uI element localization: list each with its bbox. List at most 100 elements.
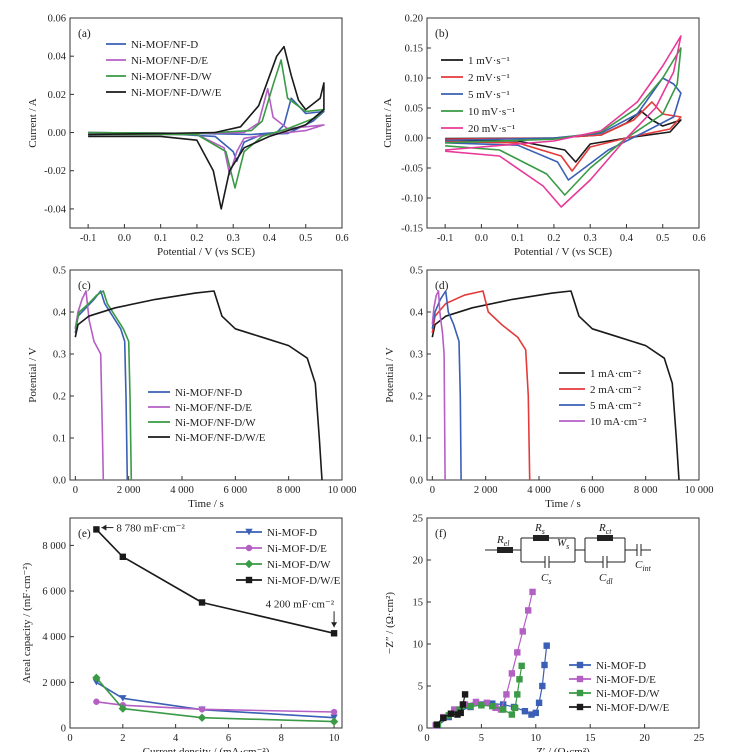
data-point (543, 642, 550, 649)
data-point (519, 628, 526, 635)
y-tick-label: 6 000 (42, 587, 66, 598)
data-point (503, 691, 510, 698)
data-point (483, 699, 491, 706)
legend-marker (576, 675, 584, 683)
plot-frame-d (426, 269, 700, 481)
y-tick-label: 0.02 (48, 90, 66, 101)
legend-entry: Ni-MOF-D/E (267, 543, 327, 555)
series-line (88, 87, 325, 176)
y-tick-label: 2 000 (42, 678, 66, 689)
x-axis-label: Time / s (545, 498, 581, 510)
y-tick-label: 8 000 (42, 541, 66, 552)
x-tick-label: 0.6 (335, 233, 348, 244)
y-axis-label: Potential / V (384, 347, 396, 402)
x-tick-label: 15 (585, 733, 596, 744)
y-tick-label: 0.3 (410, 350, 423, 361)
y-tick-label: 0.0 (410, 476, 423, 487)
data-point (472, 698, 480, 706)
x-axis-label: Current density / (mA·cm⁻²) (143, 746, 270, 752)
y-tick-label: -0.02 (44, 166, 66, 177)
data-point (433, 721, 440, 728)
legend-entry: Ni-MOF/NF-D/W/E (131, 87, 222, 99)
panel-e: 0 2 4 6 8 10 0 2 000 4 000 6 000 8 000 Current dens… (21, 517, 343, 752)
y-tick-label: 5 (418, 682, 423, 693)
legend-marker (244, 559, 254, 569)
y-tick-label: 0.5 (53, 266, 66, 277)
series-line (74, 290, 323, 481)
legend-entry: Ni-MOF/NF-D/W (131, 71, 212, 83)
data-point (518, 662, 525, 670)
data-point (93, 698, 100, 705)
legend-entry: Ni-MOF-D/W/E (596, 702, 670, 714)
x-tick-label: 8 (279, 733, 284, 744)
legend-entry: Ni-MOF-D (267, 527, 317, 539)
series-line (431, 290, 531, 481)
y-tick-label: 0.3 (53, 350, 66, 361)
legend-entry: 2 mA·cm⁻² (590, 384, 642, 396)
legend-marker (576, 661, 584, 669)
y-tick-label: 20 (413, 556, 424, 567)
data-point (516, 676, 523, 683)
y-tick-label: 0.1 (53, 434, 66, 445)
data-point (451, 706, 458, 713)
x-tick-label: 4 (173, 733, 179, 744)
series-line (88, 45, 325, 210)
x-tick-label: 10 (531, 733, 542, 744)
legend-entry: Ni-MOF/NF-D/W/E (175, 432, 266, 444)
x-tick-label: 0.5 (656, 233, 669, 244)
panel-d: 0 2 000 4 000 6 000 8 000 10 000 0.0 0.1 0.2 0.3 0… (384, 266, 713, 511)
x-tick-label: 0 (430, 485, 435, 496)
series-line (95, 677, 335, 723)
data-point (330, 708, 338, 716)
y-tick-label: 0.2 (53, 392, 66, 403)
data-point (529, 588, 536, 596)
x-tick-label: 20 (639, 733, 650, 744)
data-point (330, 630, 338, 637)
y-tick-label: 0.2 (410, 392, 423, 403)
x-tick-label: 0 (67, 733, 72, 744)
annotation-arrowhead (331, 622, 338, 628)
label-cdl: Cdl (599, 572, 613, 586)
label-rct: Rct (598, 522, 612, 536)
legend-entry: Ni-MOF-D/W (267, 559, 331, 571)
y-tick-label: -0.15 (401, 224, 423, 235)
series-line (95, 528, 335, 635)
x-tick-label: 0.1 (511, 233, 524, 244)
x-axis-label: Potential / V (vs SCE) (157, 246, 255, 258)
x-tick-label: 0.5 (299, 233, 312, 244)
resistor-rct (597, 535, 613, 541)
data-point (521, 708, 529, 715)
y-tick-label: 10 (413, 640, 424, 651)
y-tick-label: -0.10 (401, 194, 423, 205)
x-tick-label: 0.0 (118, 233, 131, 244)
series-line (95, 681, 335, 719)
x-tick-label: 4 000 (170, 485, 194, 496)
legend-entry: Ni-MOF-D/W/E (267, 575, 341, 587)
legend-entry: Ni-MOF/NF-D (175, 387, 242, 399)
x-tick-label: 4 000 (527, 485, 551, 496)
legend-marker (245, 528, 253, 536)
legend-entry: 10 mA·cm⁻² (590, 416, 647, 428)
legend-marker (576, 689, 584, 697)
data-point (532, 709, 539, 717)
y-tick-label: 0 (61, 724, 66, 735)
panel-b: -0.1 0.0 0.1 0.2 0.3 0.4 0.5 0.6 -0.15 -0.10 -0.05… (382, 14, 706, 259)
legend-entry: Ni-MOF/NF-D (131, 39, 198, 51)
y-tick-label: 0.20 (405, 14, 423, 25)
series-line (96, 701, 335, 713)
data-point (329, 717, 339, 726)
resistor-rs (533, 535, 549, 541)
panel-label: (d) (435, 280, 449, 292)
data-point (119, 695, 127, 702)
x-tick-label: 0.3 (227, 233, 240, 244)
x-tick-label: 10 000 (685, 485, 714, 496)
legend-entry: 1 mA·cm⁻² (590, 368, 642, 380)
series-line (431, 290, 462, 481)
data-point (456, 706, 463, 713)
equivalent-circuit: Rel Rs Ws Cs Rct Cdl Cint (485, 522, 652, 586)
data-point (514, 691, 521, 698)
x-tick-label: 2 000 (474, 485, 498, 496)
data-point (457, 709, 464, 717)
series-line (74, 290, 105, 481)
series-line (445, 47, 682, 196)
